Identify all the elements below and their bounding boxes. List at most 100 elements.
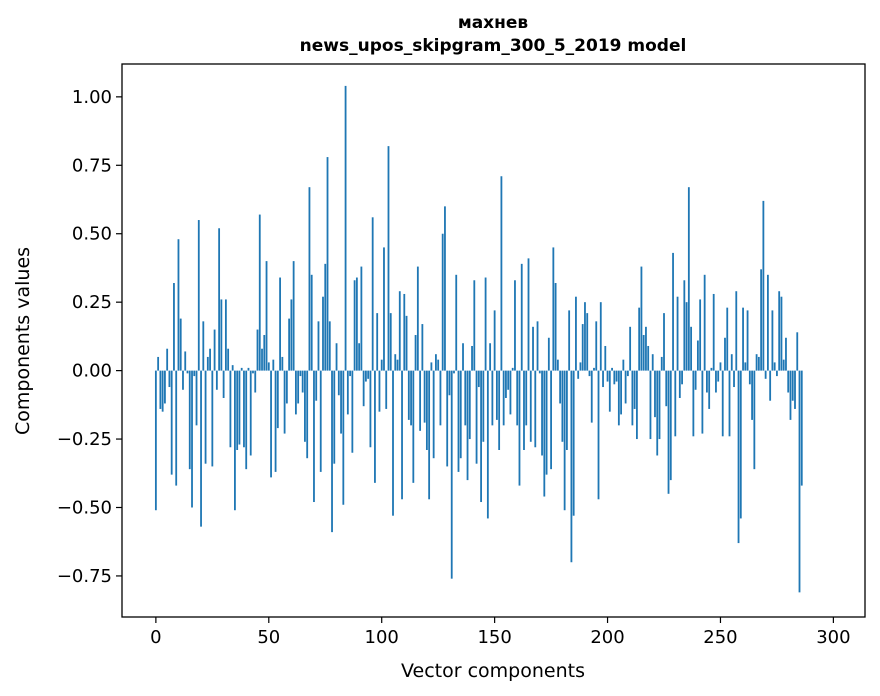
bar-125 xyxy=(437,359,440,371)
y-tick-label: 1.00 xyxy=(72,87,112,108)
bar-33 xyxy=(229,370,232,448)
bar-142 xyxy=(475,370,478,464)
bar-198 xyxy=(602,370,604,388)
bar-208 xyxy=(624,370,627,404)
bar-20 xyxy=(200,370,202,527)
bar-168 xyxy=(534,370,537,448)
bar-87 xyxy=(351,370,354,453)
bar-30 xyxy=(222,370,225,398)
bar-230 xyxy=(674,370,677,437)
bar-212 xyxy=(633,370,636,409)
bar-155 xyxy=(505,370,507,398)
bar-107 xyxy=(396,359,399,371)
y-tick-label: −0.25 xyxy=(57,429,112,450)
x-axis-label: Vector components xyxy=(401,660,585,682)
bar-244 xyxy=(706,370,708,393)
bar-94 xyxy=(367,370,370,379)
bar-61 xyxy=(292,261,295,371)
bar-195 xyxy=(595,321,598,371)
bar-103 xyxy=(387,146,390,371)
bar-111 xyxy=(405,315,408,371)
bar-206 xyxy=(620,370,622,415)
bars-group xyxy=(154,85,803,593)
bar-265 xyxy=(753,370,756,470)
bar-76 xyxy=(326,157,329,371)
bar-213 xyxy=(636,370,638,440)
bar-79 xyxy=(333,370,336,464)
bar-81 xyxy=(337,370,340,396)
bar-96 xyxy=(371,217,374,371)
bar-27 xyxy=(215,370,218,390)
bar-137 xyxy=(464,370,467,426)
bar-273 xyxy=(771,310,774,371)
bar-215 xyxy=(640,266,643,371)
y-axis-ticks: −0.75 −0.50 −0.25 0.00 0.25 0.50 0.75 1.00 xyxy=(57,87,122,587)
bar-108 xyxy=(398,291,401,371)
bar-93 xyxy=(365,370,367,382)
bar-49 xyxy=(265,261,268,371)
bar-15 xyxy=(188,370,191,470)
bar-217 xyxy=(645,326,647,371)
bar-231 xyxy=(676,296,679,371)
bar-177 xyxy=(554,283,557,371)
bar-224 xyxy=(660,356,663,371)
bar-140 xyxy=(471,345,473,371)
bar-202 xyxy=(611,367,613,371)
bar-55 xyxy=(279,277,281,371)
bar-150 xyxy=(493,310,496,371)
bar-247 xyxy=(712,293,715,371)
bar-145 xyxy=(482,370,485,442)
bar-179 xyxy=(559,370,562,404)
y-tick-label: 0.50 xyxy=(72,224,112,245)
bar-101 xyxy=(383,247,385,371)
bar-71 xyxy=(315,370,318,401)
bar-154 xyxy=(502,370,505,426)
bar-92 xyxy=(362,370,365,407)
bar-232 xyxy=(678,370,681,398)
bar-73 xyxy=(319,370,322,472)
bar-242 xyxy=(701,370,704,434)
bar-188 xyxy=(579,362,582,371)
bar-248 xyxy=(715,370,717,393)
bar-256 xyxy=(733,370,735,388)
bar-210 xyxy=(629,326,632,371)
bar-63 xyxy=(297,370,300,404)
bar-95 xyxy=(369,370,372,448)
bar-42 xyxy=(249,370,252,456)
bar-70 xyxy=(313,370,315,503)
bar-10 xyxy=(177,239,180,371)
bar-141 xyxy=(473,280,476,371)
bar-204 xyxy=(615,370,618,382)
bar-56 xyxy=(281,356,284,371)
bar-98 xyxy=(376,313,379,371)
bar-100 xyxy=(380,359,383,371)
y-tick-label: 0.00 xyxy=(72,361,112,382)
bar-254 xyxy=(728,370,731,437)
bar-209 xyxy=(626,370,629,377)
bar-83 xyxy=(342,370,345,505)
x-tick-label: 0 xyxy=(150,627,161,648)
bar-235 xyxy=(685,302,688,371)
bar-255 xyxy=(730,354,733,371)
bar-196 xyxy=(597,370,600,500)
bar-260 xyxy=(742,307,744,371)
bar-174 xyxy=(547,337,550,371)
bar-77 xyxy=(328,321,331,371)
bar-227 xyxy=(667,370,670,494)
bar-116 xyxy=(416,266,419,371)
bar-223 xyxy=(658,370,661,440)
bar-146 xyxy=(484,277,487,371)
bar-43 xyxy=(252,370,254,374)
bar-113 xyxy=(410,370,412,426)
bar-280 xyxy=(787,370,790,393)
bar-25 xyxy=(211,370,214,467)
bar-286 xyxy=(800,370,803,486)
x-tick-label: 300 xyxy=(816,627,850,648)
bar-50 xyxy=(267,362,270,371)
bar-267 xyxy=(757,356,760,371)
bar-225 xyxy=(663,313,665,371)
bar-53 xyxy=(274,370,277,472)
bar-97 xyxy=(374,370,376,483)
bar-182 xyxy=(565,370,568,450)
